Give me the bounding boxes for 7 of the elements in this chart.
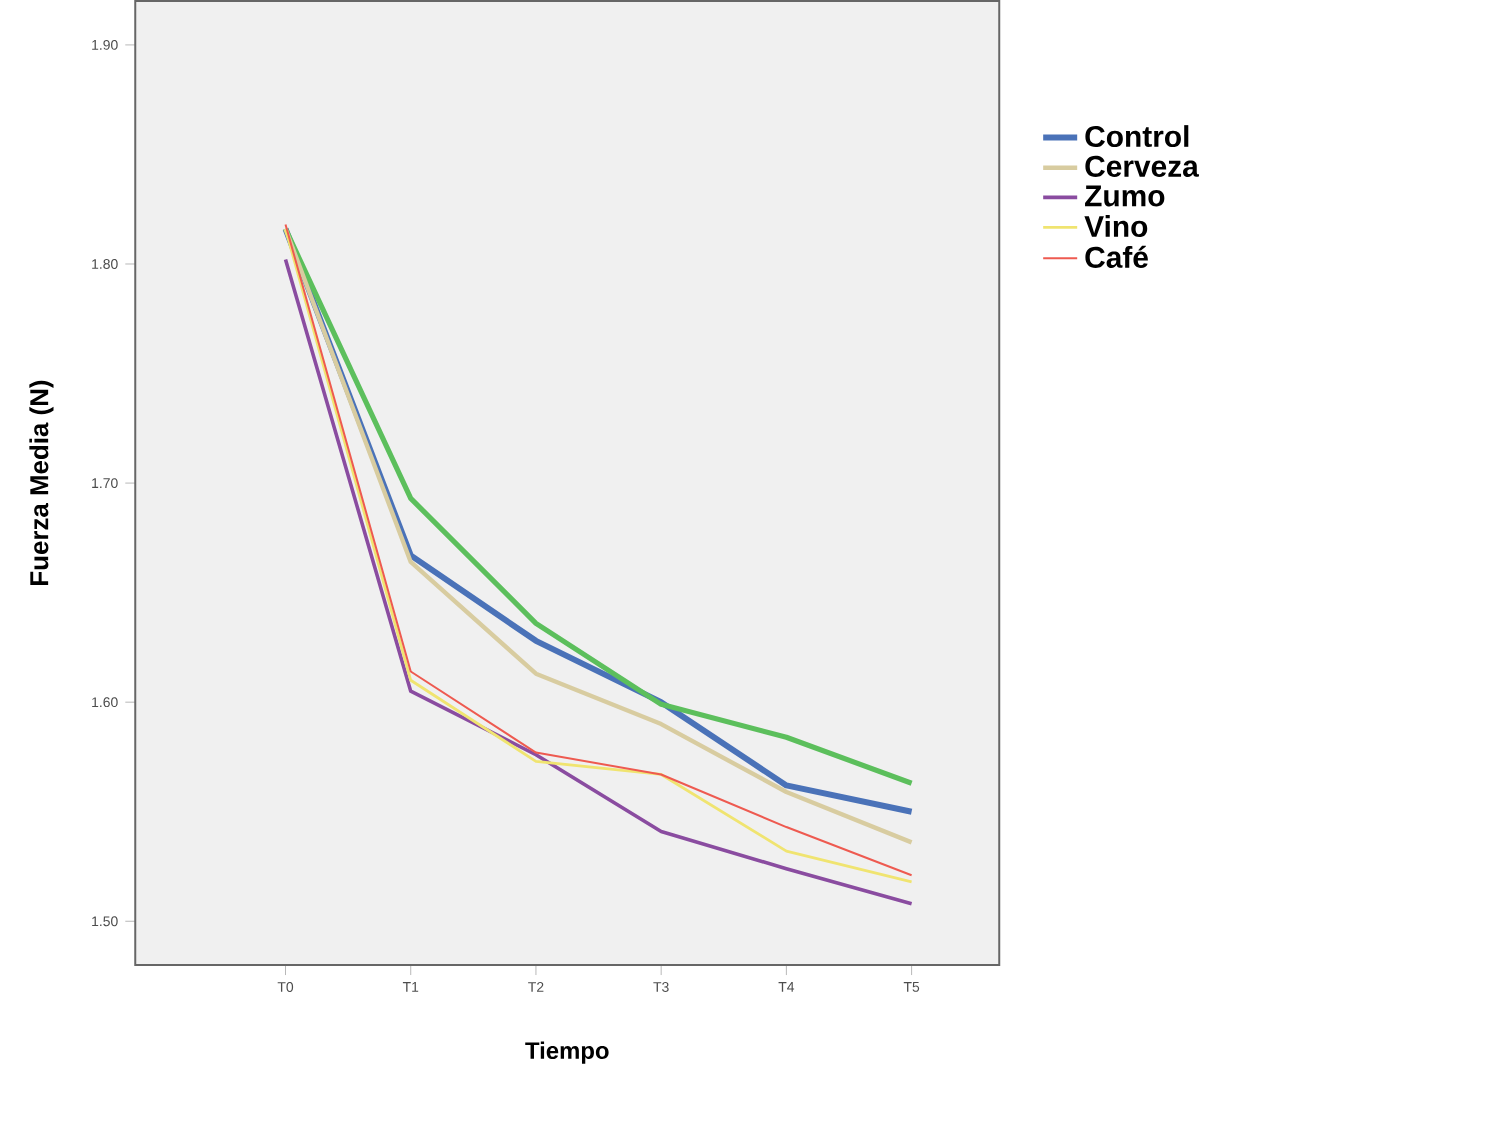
y-axis-title: Fuerza Media (N) xyxy=(29,380,54,585)
legend-label: Zumo xyxy=(1085,185,1165,207)
legend-label: Vino xyxy=(1084,215,1148,238)
legend-label: Cerveza xyxy=(1085,155,1199,177)
x-axis-title: Tiempo xyxy=(525,1041,609,1064)
legend-label: Café xyxy=(1085,245,1148,268)
legend-label: Control xyxy=(1085,125,1189,148)
